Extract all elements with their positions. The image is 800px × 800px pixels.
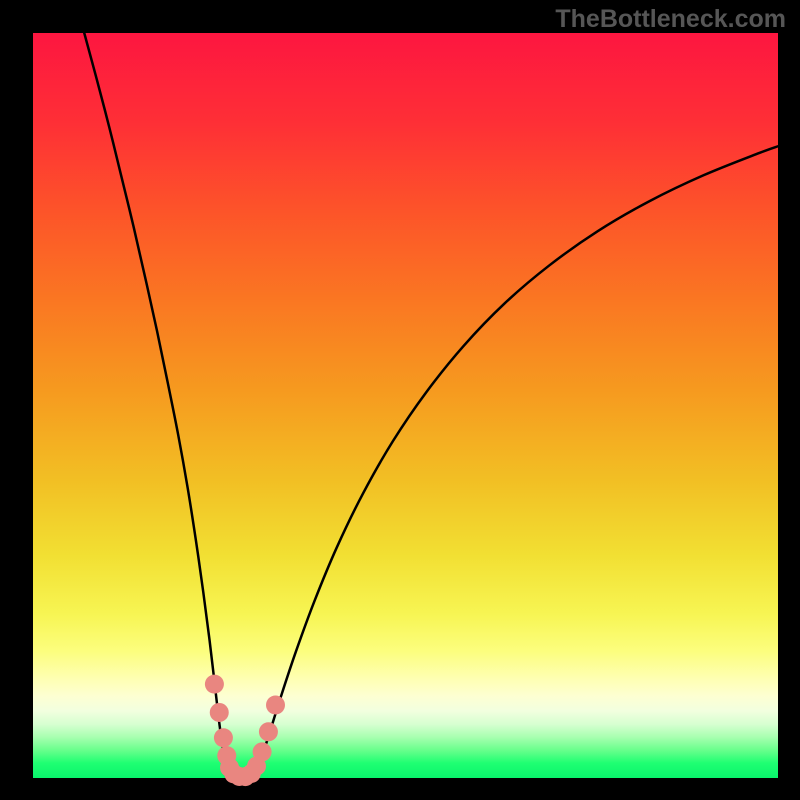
chart-stage: TheBottleneck.com [0,0,800,800]
dip-marker [214,728,233,747]
dip-marker [266,695,285,714]
chart-svg-layer [33,33,778,778]
curve-left_branch [84,33,232,777]
dip-marker [253,742,272,761]
watermark-text: TheBottleneck.com [555,5,786,34]
curve-right_branch [252,146,778,777]
dip-marker [210,703,229,722]
dip-marker [259,722,278,741]
dip-marker [205,675,224,694]
